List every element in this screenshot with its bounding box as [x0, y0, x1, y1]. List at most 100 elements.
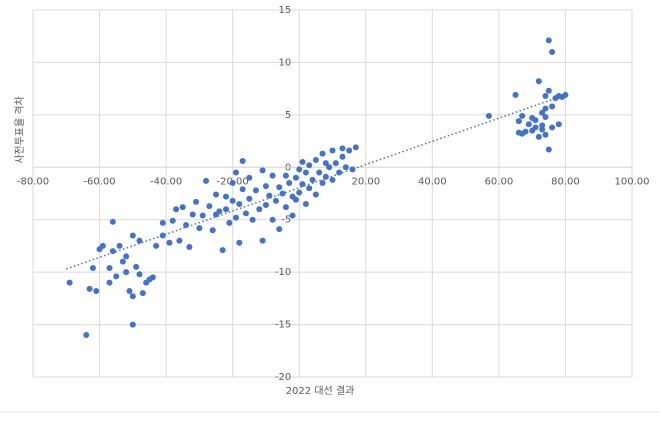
- point: [106, 279, 113, 286]
- point: [223, 193, 230, 200]
- point: [312, 191, 319, 198]
- point: [332, 160, 339, 167]
- point: [116, 242, 123, 249]
- point: [206, 203, 213, 210]
- point: [346, 147, 353, 154]
- point: [232, 169, 239, 176]
- point: [173, 206, 180, 213]
- point: [239, 186, 246, 193]
- point: [296, 166, 303, 173]
- point: [83, 332, 90, 339]
- point: [249, 216, 256, 223]
- point: [542, 113, 549, 120]
- y-tick-label: 5: [285, 110, 291, 121]
- point: [246, 195, 253, 202]
- point: [159, 219, 166, 226]
- x-tick-label: -80.00: [17, 176, 49, 187]
- point: [193, 198, 200, 205]
- x-tick-label: 40.00: [418, 176, 447, 187]
- point: [352, 144, 359, 151]
- point: [539, 109, 546, 116]
- point: [199, 212, 206, 219]
- point: [179, 204, 186, 211]
- point: [512, 91, 519, 98]
- x-axis-label: 2022 대선 결과: [286, 385, 355, 397]
- point: [126, 288, 133, 295]
- point: [299, 181, 306, 188]
- point: [286, 180, 293, 187]
- point: [539, 122, 546, 129]
- point: [342, 164, 349, 171]
- point: [236, 200, 243, 207]
- point: [139, 290, 146, 297]
- point: [535, 133, 542, 140]
- point: [339, 153, 346, 160]
- point: [542, 105, 549, 112]
- x-tick-label: -60.00: [83, 176, 115, 187]
- y-axis-label: 사전투표율 격차: [13, 96, 26, 164]
- point: [272, 197, 279, 204]
- point: [296, 189, 303, 196]
- point: [276, 226, 283, 233]
- point: [109, 218, 116, 225]
- point: [133, 263, 140, 270]
- point: [539, 126, 546, 133]
- point: [322, 160, 329, 167]
- point: [535, 78, 542, 85]
- point: [306, 185, 313, 192]
- point: [319, 180, 326, 187]
- x-tick-label: 60.00: [485, 176, 514, 187]
- point: [89, 264, 96, 271]
- point: [159, 232, 166, 239]
- point: [545, 146, 552, 153]
- point: [176, 237, 183, 244]
- point: [189, 211, 196, 218]
- point: [252, 187, 259, 194]
- point: [136, 271, 143, 278]
- point: [226, 219, 233, 226]
- point: [522, 128, 529, 135]
- point: [532, 117, 539, 124]
- point: [312, 156, 319, 163]
- point: [129, 293, 136, 300]
- x-tick-label: 20.00: [351, 176, 380, 187]
- point: [292, 196, 299, 203]
- point: [123, 253, 130, 260]
- point: [203, 177, 210, 184]
- point: [256, 206, 263, 213]
- point: [109, 248, 116, 255]
- point: [329, 147, 336, 154]
- point: [545, 87, 552, 94]
- point: [542, 92, 549, 99]
- point: [106, 264, 113, 271]
- point: [336, 169, 343, 176]
- point: [525, 121, 532, 128]
- point: [186, 243, 193, 250]
- x-tick-label: 100.00: [615, 176, 650, 187]
- point: [236, 239, 243, 246]
- x-tick-label: 80.00: [551, 176, 580, 187]
- point: [86, 285, 93, 292]
- point: [329, 176, 336, 183]
- point: [282, 204, 289, 211]
- point: [276, 184, 283, 191]
- y-tick-label: -20: [275, 372, 291, 383]
- point: [545, 37, 552, 44]
- point: [282, 172, 289, 179]
- point: [242, 210, 249, 217]
- point: [209, 227, 216, 234]
- point: [555, 121, 562, 128]
- point: [213, 191, 220, 198]
- x-tick-label: -40.00: [150, 176, 182, 187]
- point: [529, 127, 536, 134]
- point: [339, 145, 346, 152]
- point: [129, 232, 136, 239]
- point: [113, 273, 120, 280]
- point: [229, 180, 236, 187]
- y-tick-label: 15: [278, 5, 291, 16]
- point: [515, 118, 522, 125]
- point: [93, 288, 100, 295]
- point: [66, 279, 73, 286]
- point: [129, 321, 136, 328]
- point: [299, 159, 306, 166]
